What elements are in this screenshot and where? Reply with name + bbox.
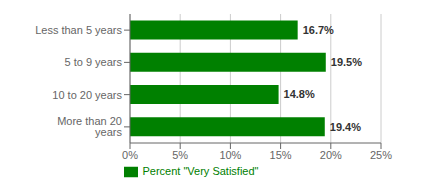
html-text:Percent "Very Satisfied": Percent "Very Satisfied" [142,165,259,177]
svg-text:20%: 20% [320,149,342,161]
svg-text:14.8%: 14.8% [284,88,315,100]
svg-text:16.7%: 16.7% [303,24,334,36]
svg-text:10%: 10% [219,149,241,161]
svg-text:19.5%: 19.5% [331,56,362,68]
svg-text:19.4%: 19.4% [330,121,361,133]
svg-text:10 to 20 years: 10 to 20 years [52,89,122,101]
svg-text:0%: 0% [122,149,138,161]
svg-text:5 to 9 years: 5 to 9 years [65,56,123,68]
svg-text:25%: 25% [370,149,392,161]
svg-text:5%: 5% [172,149,188,161]
svg-text:More than 20years: More than 20years [57,115,122,138]
svg-text:Less than 5 years: Less than 5 years [35,24,122,36]
svg-text:15%: 15% [270,149,292,161]
